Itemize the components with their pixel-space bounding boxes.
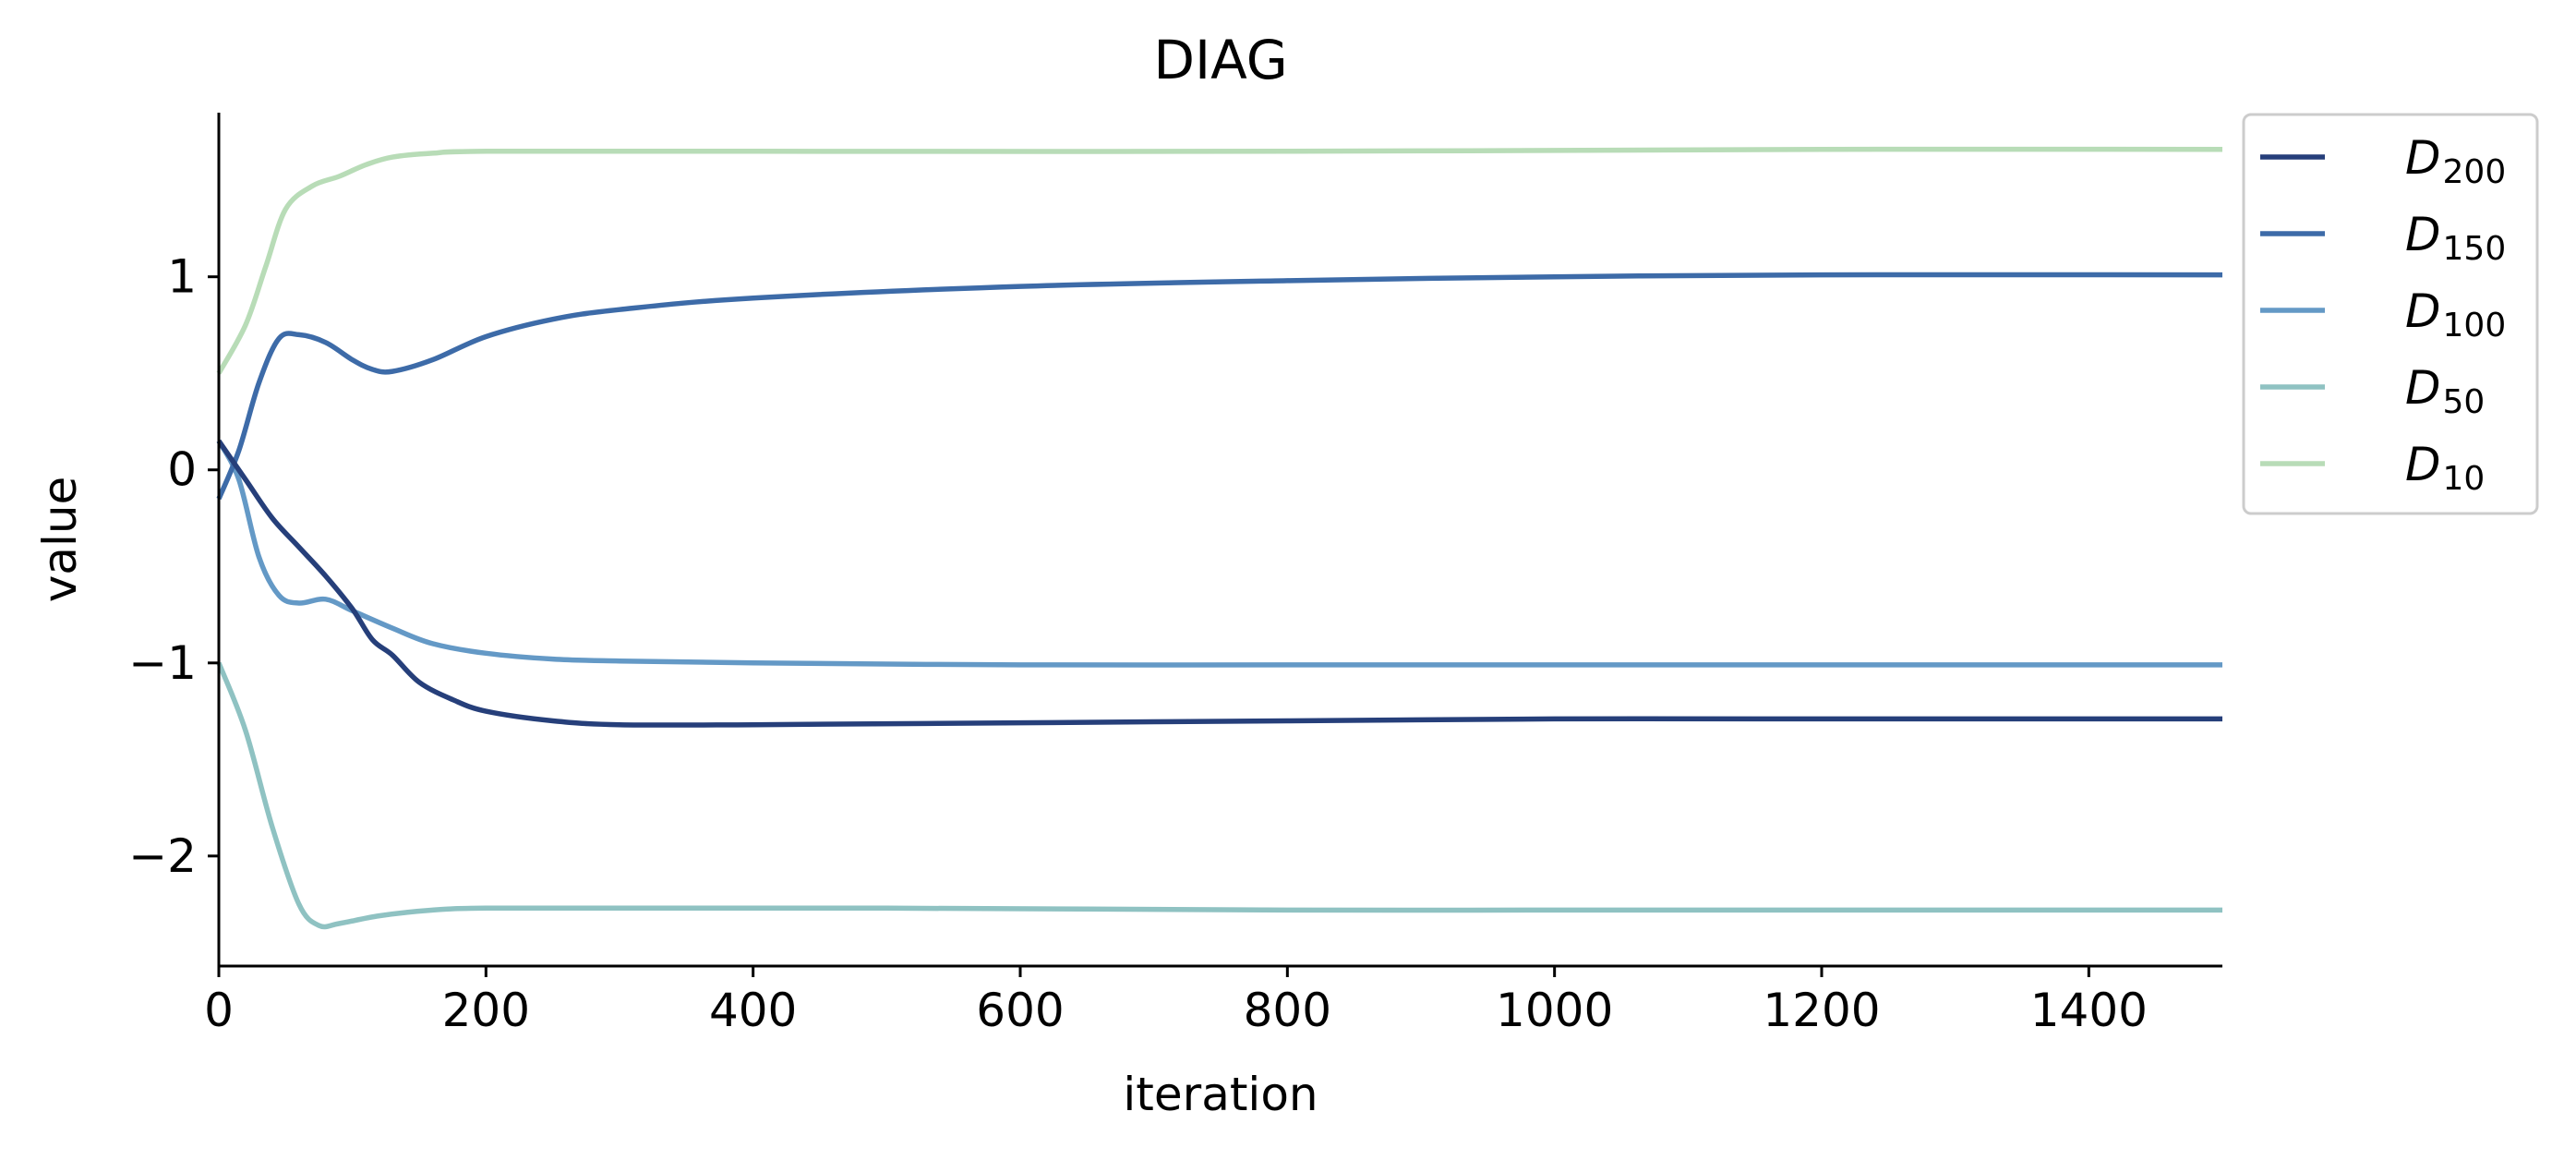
series-lines — [216, 146, 2223, 930]
y-tick-label: −2 — [128, 829, 197, 883]
legend-label: D100 — [2405, 284, 2506, 344]
legend-item-d150: D150 — [2260, 208, 2506, 268]
legend-item-d50: D50 — [2260, 361, 2485, 421]
y-tick-label: 1 — [167, 250, 197, 304]
legend-label: D10 — [2405, 438, 2485, 498]
legend: D200 D150 D100 D50 D10 — [2242, 113, 2539, 515]
chart-title: DIAG — [1153, 29, 1287, 91]
y-tick-label: 0 — [167, 443, 197, 497]
x-axis-ticks: 0 200 400 600 800 1000 1200 1400 — [204, 966, 2148, 1037]
legend-label: D50 — [2405, 361, 2485, 421]
x-tick-label: 400 — [709, 984, 797, 1037]
legend-item-d100: D100 — [2260, 284, 2506, 344]
legend-frame — [2242, 113, 2539, 515]
legend-item-d200: D200 — [2260, 131, 2506, 191]
y-tick-label: −1 — [128, 636, 197, 690]
y-axis-ticks: −2 −1 0 1 — [128, 250, 219, 883]
series-line-d200 — [216, 439, 2222, 728]
series-line-d100 — [216, 440, 2222, 668]
legend-items: D200 D150 D100 D50 D10 — [2260, 131, 2506, 498]
x-tick-label: 1400 — [2030, 984, 2148, 1037]
series-line-d50 — [216, 661, 2222, 930]
x-tick-label: 1200 — [1763, 984, 1880, 1037]
legend-item-d10: D10 — [2260, 438, 2485, 498]
legend-label: D150 — [2405, 208, 2506, 268]
x-tick-label: 0 — [204, 984, 234, 1037]
x-axis-label: iteration — [1123, 1068, 1318, 1121]
x-tick-label: 1000 — [1496, 984, 1613, 1037]
x-tick-label: 600 — [976, 984, 1064, 1037]
series-line-d150 — [216, 272, 2223, 501]
x-tick-label: 800 — [1244, 984, 1331, 1037]
x-tick-label: 200 — [442, 984, 530, 1037]
legend-label: D200 — [2405, 131, 2506, 191]
series-line-d10 — [216, 146, 2223, 375]
y-axis-label: value — [33, 477, 87, 603]
